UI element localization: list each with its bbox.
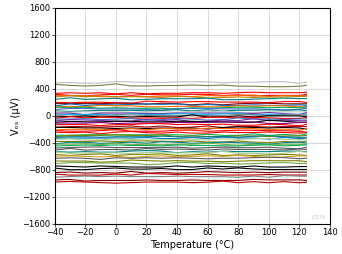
X-axis label: Temperature (°C): Temperature (°C) [150, 240, 234, 250]
Y-axis label: Vₒₛ (μV): Vₒₛ (μV) [11, 97, 21, 135]
Text: C035: C035 [312, 215, 326, 219]
